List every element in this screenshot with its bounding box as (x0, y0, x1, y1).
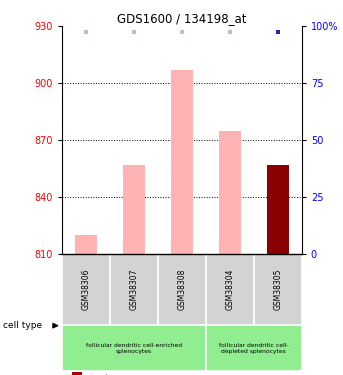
Text: follicular dendritic cell-enriched
splenocytes: follicular dendritic cell-enriched splen… (86, 342, 182, 354)
Bar (110, 254, 158, 325)
Bar (123, 165, 145, 254)
Bar (75, 235, 97, 254)
Text: GSM38307: GSM38307 (129, 269, 138, 310)
Bar (62, 254, 110, 325)
Bar (206, 254, 254, 325)
Bar (254, 254, 302, 325)
Bar (171, 70, 193, 254)
Title: GDS1600 / 134198_at: GDS1600 / 134198_at (117, 12, 247, 25)
Bar (62, 325, 206, 371)
Bar (158, 254, 206, 325)
Bar (219, 130, 241, 254)
Bar (206, 325, 302, 371)
Text: GSM38304: GSM38304 (225, 269, 234, 310)
Text: GSM38305: GSM38305 (273, 269, 282, 310)
Text: cell type: cell type (3, 321, 43, 330)
Text: follicular dendritic cell-
depleted splenocytes: follicular dendritic cell- depleted sple… (219, 342, 288, 354)
Bar (267, 165, 288, 254)
Text: GSM38308: GSM38308 (177, 269, 186, 310)
Text: count: count (85, 374, 109, 375)
Text: GSM38306: GSM38306 (81, 269, 90, 310)
